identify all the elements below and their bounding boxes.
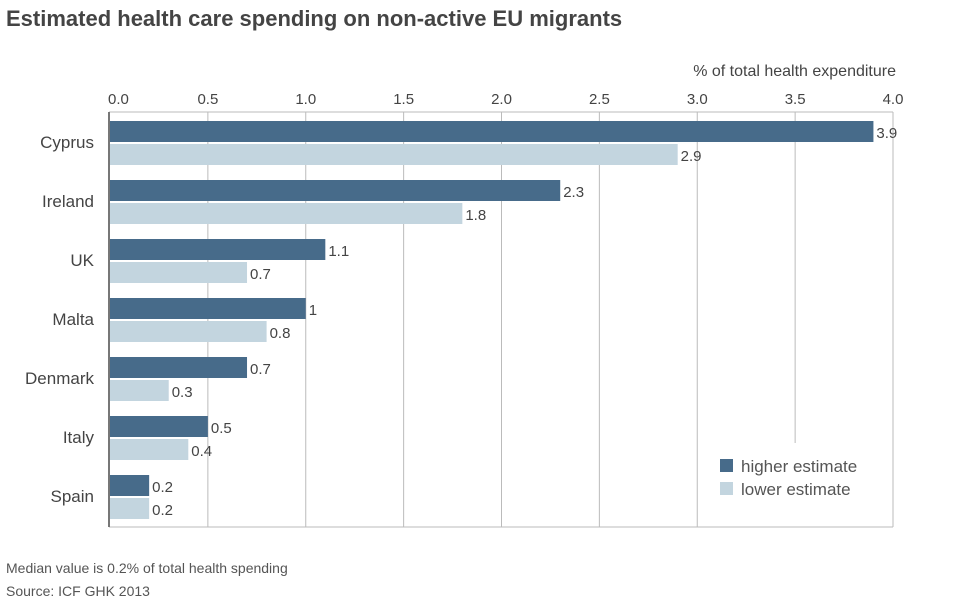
bar-lower	[110, 380, 169, 401]
bar-higher	[110, 298, 306, 319]
data-label: 0.7	[250, 361, 271, 378]
category-label: Italy	[63, 428, 95, 447]
bar-higher	[110, 239, 326, 260]
x-tick-label: 0.5	[197, 91, 218, 108]
data-label: 1	[309, 302, 317, 319]
chart-title: Estimated health care spending on non-ac…	[6, 6, 623, 31]
bar-higher	[110, 357, 248, 378]
bar-lower	[110, 498, 150, 519]
data-label: 0.5	[211, 420, 232, 437]
legend-swatch	[720, 459, 733, 472]
category-label: Spain	[51, 487, 94, 506]
bar-lower	[110, 144, 678, 165]
median-note: Median value is 0.2% of total health spe…	[6, 560, 288, 576]
bar-lower	[110, 262, 248, 283]
x-tick-label: 3.5	[785, 91, 806, 108]
data-label: 0.3	[172, 384, 193, 401]
bar-higher	[110, 416, 208, 437]
legend-label: lower estimate	[741, 480, 851, 499]
x-tick-label: 2.0	[491, 91, 512, 108]
x-tick-label: 4.0	[883, 91, 904, 108]
x-tick-label: 0.0	[108, 91, 129, 108]
x-tick-label: 2.5	[589, 91, 610, 108]
data-label: 0.7	[250, 266, 271, 283]
x-axis-label: % of total health expenditure	[693, 63, 896, 80]
data-label: 1.8	[465, 207, 486, 224]
data-label: 3.9	[876, 125, 897, 142]
data-label: 2.9	[681, 148, 702, 165]
bar-higher	[110, 180, 561, 201]
category-label: Cyprus	[40, 133, 94, 152]
source-note: Source: ICF GHK 2013	[6, 583, 150, 599]
category-label: Ireland	[42, 192, 94, 211]
data-label: 0.8	[270, 325, 291, 342]
bar-higher	[110, 121, 874, 142]
data-label: 2.3	[563, 184, 584, 201]
legend-swatch	[720, 482, 733, 495]
x-tick-label: 1.5	[393, 91, 414, 108]
bar-higher	[110, 475, 150, 496]
bar-lower	[110, 203, 463, 224]
data-label: 0.2	[152, 479, 173, 496]
x-tick-label: 3.0	[687, 91, 708, 108]
data-label: 0.4	[191, 443, 212, 460]
bar-lower	[110, 439, 189, 460]
data-label: 1.1	[328, 243, 349, 260]
category-label: UK	[70, 251, 94, 270]
bar-lower	[110, 321, 267, 342]
data-label: 0.2	[152, 502, 173, 519]
x-tick-label: 1.0	[295, 91, 316, 108]
category-label: Denmark	[25, 369, 94, 388]
category-label: Malta	[52, 310, 94, 329]
legend-label: higher estimate	[741, 457, 857, 476]
